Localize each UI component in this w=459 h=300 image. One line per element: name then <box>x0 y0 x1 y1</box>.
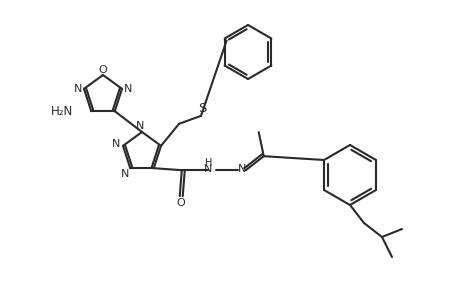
Text: N: N <box>135 121 144 131</box>
Text: O: O <box>98 65 107 75</box>
Text: S: S <box>197 102 206 115</box>
Text: N: N <box>112 139 120 149</box>
Text: O: O <box>176 198 185 208</box>
Text: N: N <box>121 169 129 179</box>
Text: N: N <box>203 164 212 174</box>
Text: H₂N: H₂N <box>51 105 73 118</box>
Text: N: N <box>123 84 132 94</box>
Text: N: N <box>237 164 246 174</box>
Text: N: N <box>73 84 82 94</box>
Text: H: H <box>205 158 212 168</box>
